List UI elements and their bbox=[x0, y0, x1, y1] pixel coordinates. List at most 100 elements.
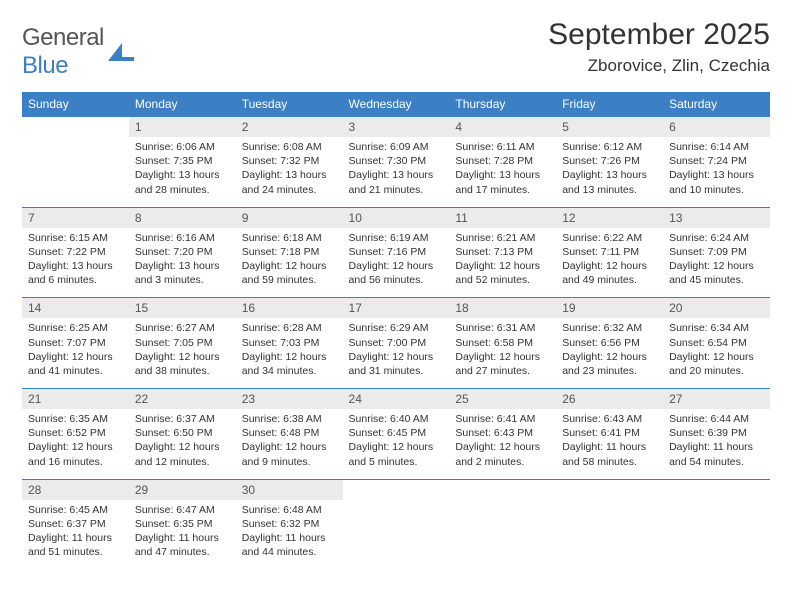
daylight-text: Daylight: 13 hours and 24 minutes. bbox=[242, 168, 337, 196]
day-number: 3 bbox=[343, 117, 450, 138]
day-number: 12 bbox=[556, 207, 663, 228]
page-title: September 2025 bbox=[548, 18, 770, 52]
day-info-row: Sunrise: 6:45 AMSunset: 6:37 PMDaylight:… bbox=[22, 500, 770, 570]
weekday-header: Wednesday bbox=[343, 92, 450, 117]
daylight-text: Daylight: 12 hours and 38 minutes. bbox=[135, 350, 230, 378]
day-cell: Sunrise: 6:15 AMSunset: 7:22 PMDaylight:… bbox=[22, 228, 129, 298]
sunset-text: Sunset: 7:32 PM bbox=[242, 154, 337, 168]
location: Zborovice, Zlin, Czechia bbox=[548, 56, 770, 76]
day-number: 2 bbox=[236, 117, 343, 138]
day-cell: Sunrise: 6:19 AMSunset: 7:16 PMDaylight:… bbox=[343, 228, 450, 298]
sunset-text: Sunset: 7:35 PM bbox=[135, 154, 230, 168]
sunset-text: Sunset: 7:22 PM bbox=[28, 245, 123, 259]
logo-blue: Blue bbox=[22, 52, 68, 79]
day-number: 30 bbox=[236, 479, 343, 500]
day-cell: Sunrise: 6:35 AMSunset: 6:52 PMDaylight:… bbox=[22, 409, 129, 479]
sunset-text: Sunset: 7:05 PM bbox=[135, 336, 230, 350]
day-cell: Sunrise: 6:27 AMSunset: 7:05 PMDaylight:… bbox=[129, 318, 236, 388]
sunrise-text: Sunrise: 6:44 AM bbox=[669, 412, 764, 426]
sunset-text: Sunset: 6:45 PM bbox=[349, 426, 444, 440]
day-cell: Sunrise: 6:18 AMSunset: 7:18 PMDaylight:… bbox=[236, 228, 343, 298]
day-number: 17 bbox=[343, 298, 450, 319]
day-number bbox=[22, 117, 129, 138]
logo-sail-icon bbox=[108, 43, 134, 61]
sunset-text: Sunset: 7:26 PM bbox=[562, 154, 657, 168]
day-number: 20 bbox=[663, 298, 770, 319]
day-cell: Sunrise: 6:24 AMSunset: 7:09 PMDaylight:… bbox=[663, 228, 770, 298]
sunset-text: Sunset: 7:13 PM bbox=[455, 245, 550, 259]
daylight-text: Daylight: 11 hours and 47 minutes. bbox=[135, 531, 230, 559]
day-cell: Sunrise: 6:37 AMSunset: 6:50 PMDaylight:… bbox=[129, 409, 236, 479]
day-cell bbox=[22, 137, 129, 207]
sunset-text: Sunset: 6:50 PM bbox=[135, 426, 230, 440]
sunset-text: Sunset: 7:03 PM bbox=[242, 336, 337, 350]
day-number: 27 bbox=[663, 389, 770, 410]
day-number: 25 bbox=[449, 389, 556, 410]
daylight-text: Daylight: 12 hours and 56 minutes. bbox=[349, 259, 444, 287]
sunrise-text: Sunrise: 6:18 AM bbox=[242, 231, 337, 245]
sunrise-text: Sunrise: 6:32 AM bbox=[562, 321, 657, 335]
day-cell bbox=[343, 500, 450, 570]
day-number: 13 bbox=[663, 207, 770, 228]
day-cell: Sunrise: 6:11 AMSunset: 7:28 PMDaylight:… bbox=[449, 137, 556, 207]
day-cell: Sunrise: 6:12 AMSunset: 7:26 PMDaylight:… bbox=[556, 137, 663, 207]
daylight-text: Daylight: 11 hours and 58 minutes. bbox=[562, 440, 657, 468]
daylight-text: Daylight: 13 hours and 28 minutes. bbox=[135, 168, 230, 196]
sunrise-text: Sunrise: 6:31 AM bbox=[455, 321, 550, 335]
daylight-text: Daylight: 12 hours and 27 minutes. bbox=[455, 350, 550, 378]
sunrise-text: Sunrise: 6:25 AM bbox=[28, 321, 123, 335]
day-number bbox=[343, 479, 450, 500]
sunrise-text: Sunrise: 6:38 AM bbox=[242, 412, 337, 426]
sunset-text: Sunset: 7:24 PM bbox=[669, 154, 764, 168]
sunset-text: Sunset: 6:43 PM bbox=[455, 426, 550, 440]
day-cell: Sunrise: 6:14 AMSunset: 7:24 PMDaylight:… bbox=[663, 137, 770, 207]
day-info-row: Sunrise: 6:35 AMSunset: 6:52 PMDaylight:… bbox=[22, 409, 770, 479]
day-cell: Sunrise: 6:29 AMSunset: 7:00 PMDaylight:… bbox=[343, 318, 450, 388]
daylight-text: Daylight: 12 hours and 52 minutes. bbox=[455, 259, 550, 287]
sunrise-text: Sunrise: 6:11 AM bbox=[455, 140, 550, 154]
daylight-text: Daylight: 12 hours and 5 minutes. bbox=[349, 440, 444, 468]
day-number: 14 bbox=[22, 298, 129, 319]
daylight-text: Daylight: 11 hours and 54 minutes. bbox=[669, 440, 764, 468]
sunrise-text: Sunrise: 6:08 AM bbox=[242, 140, 337, 154]
sunrise-text: Sunrise: 6:41 AM bbox=[455, 412, 550, 426]
day-cell: Sunrise: 6:28 AMSunset: 7:03 PMDaylight:… bbox=[236, 318, 343, 388]
sunset-text: Sunset: 7:16 PM bbox=[349, 245, 444, 259]
sunrise-text: Sunrise: 6:47 AM bbox=[135, 503, 230, 517]
daylight-text: Daylight: 12 hours and 41 minutes. bbox=[28, 350, 123, 378]
sunset-text: Sunset: 6:56 PM bbox=[562, 336, 657, 350]
daylight-text: Daylight: 12 hours and 16 minutes. bbox=[28, 440, 123, 468]
day-cell bbox=[663, 500, 770, 570]
day-cell bbox=[556, 500, 663, 570]
sunrise-text: Sunrise: 6:48 AM bbox=[242, 503, 337, 517]
day-cell: Sunrise: 6:45 AMSunset: 6:37 PMDaylight:… bbox=[22, 500, 129, 570]
sunset-text: Sunset: 6:52 PM bbox=[28, 426, 123, 440]
daylight-text: Daylight: 12 hours and 31 minutes. bbox=[349, 350, 444, 378]
day-number: 23 bbox=[236, 389, 343, 410]
logo-text: General Blue bbox=[22, 24, 104, 80]
daylight-text: Daylight: 12 hours and 59 minutes. bbox=[242, 259, 337, 287]
title-block: September 2025 Zborovice, Zlin, Czechia bbox=[548, 18, 770, 76]
day-cell: Sunrise: 6:41 AMSunset: 6:43 PMDaylight:… bbox=[449, 409, 556, 479]
daylight-text: Daylight: 13 hours and 6 minutes. bbox=[28, 259, 123, 287]
weekday-header: Tuesday bbox=[236, 92, 343, 117]
daylight-text: Daylight: 12 hours and 34 minutes. bbox=[242, 350, 337, 378]
day-number bbox=[663, 479, 770, 500]
day-number: 5 bbox=[556, 117, 663, 138]
sunset-text: Sunset: 7:09 PM bbox=[669, 245, 764, 259]
weekday-header: Friday bbox=[556, 92, 663, 117]
day-number: 10 bbox=[343, 207, 450, 228]
header: General Blue September 2025 Zborovice, Z… bbox=[22, 18, 770, 80]
sunset-text: Sunset: 6:39 PM bbox=[669, 426, 764, 440]
sunrise-text: Sunrise: 6:15 AM bbox=[28, 231, 123, 245]
day-cell: Sunrise: 6:38 AMSunset: 6:48 PMDaylight:… bbox=[236, 409, 343, 479]
day-cell: Sunrise: 6:40 AMSunset: 6:45 PMDaylight:… bbox=[343, 409, 450, 479]
sunset-text: Sunset: 6:41 PM bbox=[562, 426, 657, 440]
sunrise-text: Sunrise: 6:35 AM bbox=[28, 412, 123, 426]
day-number: 1 bbox=[129, 117, 236, 138]
daylight-text: Daylight: 12 hours and 20 minutes. bbox=[669, 350, 764, 378]
day-number: 29 bbox=[129, 479, 236, 500]
day-number: 7 bbox=[22, 207, 129, 228]
daylight-text: Daylight: 13 hours and 10 minutes. bbox=[669, 168, 764, 196]
day-number: 26 bbox=[556, 389, 663, 410]
